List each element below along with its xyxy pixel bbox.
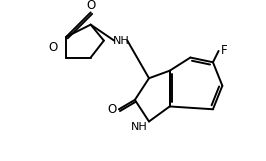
Text: O: O bbox=[48, 41, 58, 54]
Text: O: O bbox=[86, 0, 95, 12]
Text: NH: NH bbox=[113, 36, 129, 46]
Text: NH: NH bbox=[131, 122, 148, 132]
Text: F: F bbox=[221, 44, 227, 57]
Text: O: O bbox=[108, 103, 117, 116]
